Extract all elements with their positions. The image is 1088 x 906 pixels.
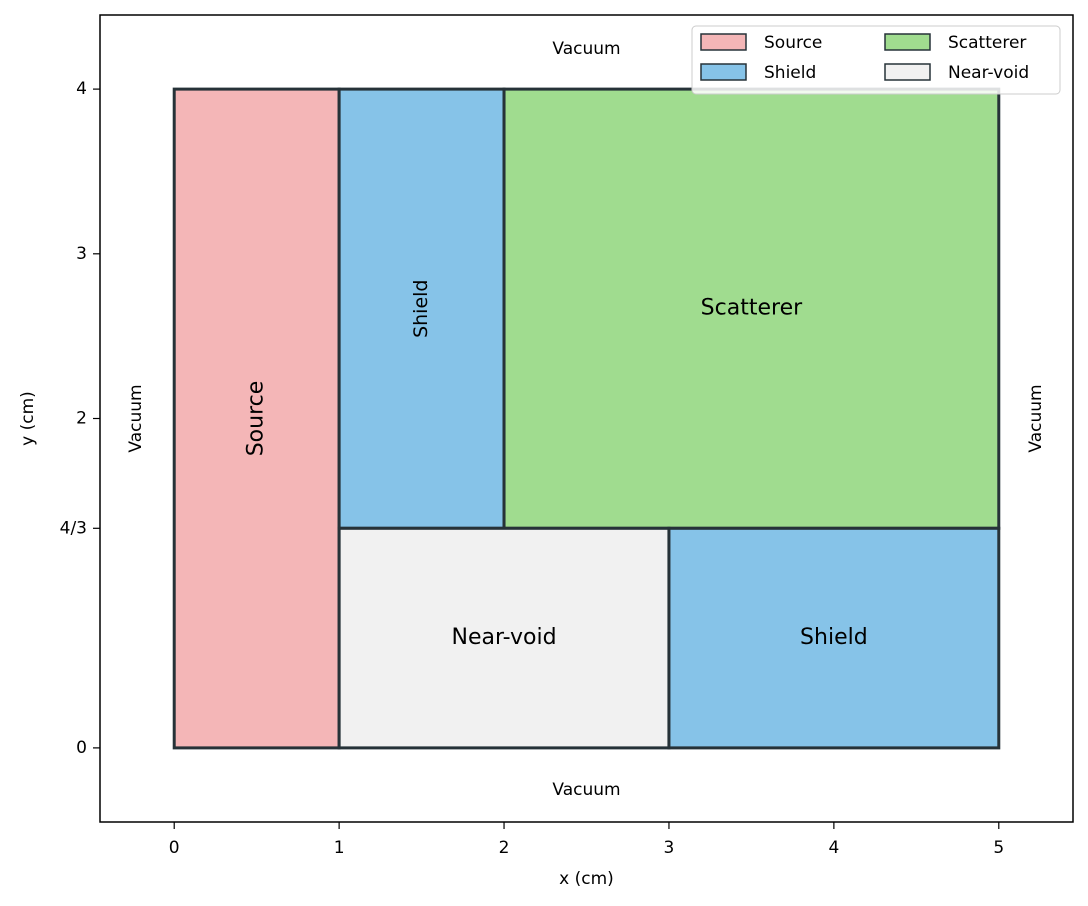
y-tick-label: 4 <box>76 79 87 99</box>
annotation: Vacuum <box>1026 384 1046 452</box>
legend-swatch <box>700 33 747 51</box>
legend-label: Source <box>764 33 822 53</box>
legend-label: Scatterer <box>948 33 1026 53</box>
legend-label: Shield <box>764 63 816 83</box>
region <box>667 526 1001 750</box>
y-tick-label: 4/3 <box>60 518 87 538</box>
x-tick-label: 1 <box>334 838 345 858</box>
x-tick-label: 0 <box>169 838 180 858</box>
region-label: Shield <box>800 625 868 650</box>
legend-label: Near-void <box>948 63 1029 83</box>
legend-swatch <box>700 63 747 81</box>
y-tick-label: 2 <box>76 409 87 429</box>
x-tick-label: 2 <box>499 838 510 858</box>
y-axis-label: y (cm) <box>18 391 38 446</box>
annotation: Vacuum <box>552 39 620 59</box>
region <box>337 526 671 750</box>
region-label: Near-void <box>452 625 557 650</box>
region <box>337 87 506 530</box>
region-label: Shield <box>410 279 432 337</box>
region-label: Source <box>244 381 269 457</box>
y-tick-label: 0 <box>76 738 87 758</box>
annotation: Vacuum <box>126 384 146 452</box>
x-tick-label: 3 <box>664 838 675 858</box>
annotation: Vacuum <box>552 780 620 800</box>
x-tick-label: 5 <box>993 838 1004 858</box>
x-axis-label: x (cm) <box>559 869 614 889</box>
legend-box <box>691 25 1061 95</box>
region-label: Scatterer <box>701 296 803 321</box>
region <box>172 87 341 750</box>
legend-swatch <box>884 63 931 81</box>
legend-swatch <box>884 33 931 51</box>
y-tick-label: 3 <box>76 244 87 264</box>
x-tick-label: 4 <box>828 838 839 858</box>
